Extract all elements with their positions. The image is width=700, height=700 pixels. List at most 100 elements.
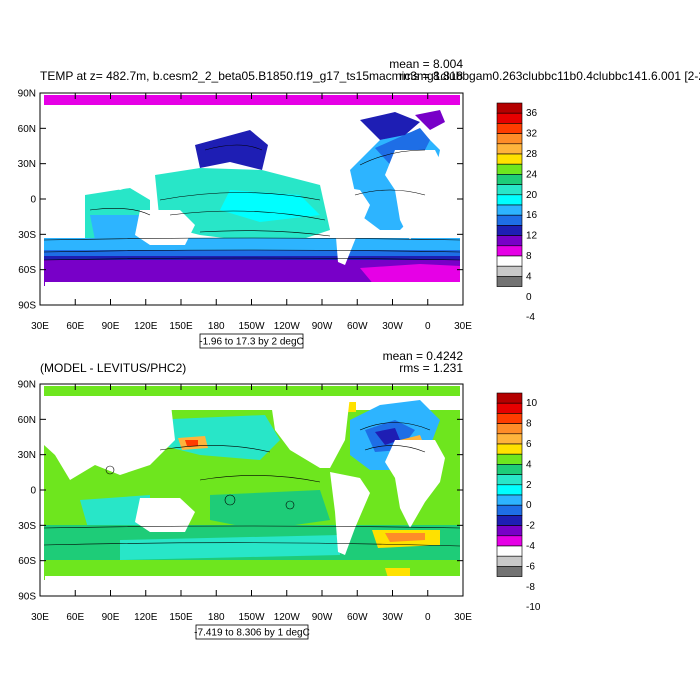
lon-tick-label: 90E — [102, 612, 120, 623]
colorbar-swatch — [496, 555, 523, 567]
colorbar-swatch — [496, 163, 523, 175]
colorbar-swatch — [496, 515, 523, 526]
colorbar-label: 28 — [526, 149, 538, 160]
colorbar-swatch — [496, 402, 523, 414]
contour-label: -1.96 to 17.3 by 2 degC — [199, 337, 304, 348]
colorbar-swatch — [496, 464, 523, 475]
colorbar-swatch — [496, 214, 523, 226]
lon-tick-label: 90E — [102, 321, 120, 332]
colorbar-swatch — [496, 423, 523, 435]
colorbar-label: 8 — [526, 251, 532, 262]
difference-field — [40, 384, 463, 596]
lon-tick-label: 90W — [312, 321, 333, 332]
colorbar-swatch — [496, 184, 523, 196]
lat-tick-label: 30N — [18, 450, 36, 461]
lat-tick-label: 90S — [18, 592, 36, 603]
temperature-field — [40, 93, 463, 305]
lon-tick-label: 30E — [31, 321, 49, 332]
colorbar-label: 12 — [526, 231, 538, 242]
colorbar-label: -8 — [526, 582, 535, 593]
colorbar-swatch — [496, 143, 523, 155]
colorbar-swatch — [496, 504, 523, 516]
lon-tick-label: 120E — [134, 612, 158, 623]
colorbar-label: 4 — [526, 459, 532, 470]
lon-tick-label: 120E — [134, 321, 158, 332]
colorbar-swatch — [496, 102, 523, 114]
lat-tick-label: 30S — [18, 230, 36, 241]
lon-tick-label: 60W — [347, 321, 368, 332]
colorbar-label: 6 — [526, 439, 532, 450]
colorbar-label: 16 — [526, 210, 538, 221]
colorbar-swatch — [496, 494, 523, 506]
lon-tick-label: 150E — [169, 321, 193, 332]
lat-tick-label: 90N — [18, 89, 36, 100]
colorbar-swatch — [496, 112, 523, 124]
panel-title: (MODEL - LEVITUS/PHC2) — [40, 361, 186, 375]
colorbar-swatch — [496, 174, 523, 185]
lon-tick-label: 30W — [382, 612, 403, 623]
colorbar-label: 20 — [526, 190, 538, 201]
colorbar-swatch — [496, 484, 523, 496]
colorbar-label: 0 — [526, 500, 532, 511]
lat-tick-label: 0 — [30, 486, 36, 497]
colorbar-label: 32 — [526, 129, 538, 140]
colorbar-label: 4 — [526, 271, 532, 282]
colorbar: 36 32 28 24 20 16 12 8 4 0 -4 — [496, 102, 538, 323]
lat-tick-label: 0 — [30, 195, 36, 206]
colorbar-label: 8 — [526, 419, 532, 430]
contour-info-box: -1.96 to 17.3 by 2 degC — [199, 333, 304, 349]
lon-tick-label: 150W — [238, 612, 265, 623]
contour-info-box: -7.419 to 8.306 by 1 degC — [194, 624, 310, 640]
lon-tick-label: 30E — [31, 612, 49, 623]
colorbar: 10 8 6 4 2 0 -2 -4 -6 -8 -10 — [496, 392, 541, 613]
panel-temperature: TEMP at z= 482.7m, b.cesm2_2_beta05.B185… — [18, 57, 700, 349]
lat-tick-label: 90S — [18, 301, 36, 312]
lat-tick-label: 60S — [18, 556, 36, 567]
colorbar-swatch — [496, 225, 523, 236]
colorbar-swatch — [496, 453, 523, 465]
colorbar-swatch — [496, 474, 523, 486]
lon-tick-label: 180 — [208, 612, 225, 623]
panel-title: TEMP at z= 482.7m, b.cesm2_2_beta05.B185… — [40, 69, 700, 83]
colorbar-swatch — [496, 392, 523, 404]
colorbar-label: -6 — [526, 561, 535, 572]
colorbar-label: -4 — [526, 312, 535, 323]
colorbar-swatch — [496, 255, 523, 267]
lon-tick-label: 30E — [454, 321, 472, 332]
panel-difference: (MODEL - LEVITUS/PHC2) mean = 0.4242 rms… — [18, 349, 541, 640]
lon-tick-label: 60W — [347, 612, 368, 623]
lat-tick-label: 30N — [18, 159, 36, 170]
latitude-axis: 90N 60N 30N 0 30S 60S 90S — [18, 89, 463, 312]
colorbar-swatch — [496, 123, 523, 134]
colorbar-swatch — [496, 153, 523, 165]
lon-tick-label: 150E — [169, 612, 193, 623]
colorbar-swatch — [496, 545, 523, 557]
rms-label: rms = 8.818 — [399, 69, 463, 83]
colorbar-swatch — [496, 433, 523, 445]
latitude-axis: 90N 60N 30N 0 30S 60S 90S — [18, 380, 463, 603]
colorbar-swatch — [496, 133, 523, 145]
mean-label: mean = 0.4242 — [383, 349, 464, 363]
lat-tick-label: 30S — [18, 521, 36, 532]
colorbar-label: -4 — [526, 541, 535, 552]
colorbar-swatch — [496, 235, 523, 247]
lon-tick-label: 150W — [238, 321, 265, 332]
colorbar-swatch — [496, 265, 523, 277]
contour-label: -7.419 to 8.306 by 1 degC — [194, 628, 310, 639]
lon-tick-label: 60E — [66, 612, 84, 623]
colorbar-label: 24 — [526, 169, 538, 180]
lat-tick-label: 60S — [18, 265, 36, 276]
lon-tick-label: 180 — [208, 321, 225, 332]
lon-tick-label: 120W — [274, 321, 301, 332]
lon-tick-label: 0 — [425, 321, 431, 332]
lat-tick-label: 60N — [18, 124, 36, 135]
colorbar-label: 10 — [526, 398, 538, 409]
colorbar-swatch — [496, 194, 523, 206]
colorbar-label: 36 — [526, 108, 538, 119]
colorbar-label: 2 — [526, 480, 532, 491]
colorbar-label: -10 — [526, 602, 541, 613]
lat-tick-label: 60N — [18, 415, 36, 426]
colorbar-swatch — [496, 204, 523, 216]
colorbar-swatch — [496, 566, 523, 577]
